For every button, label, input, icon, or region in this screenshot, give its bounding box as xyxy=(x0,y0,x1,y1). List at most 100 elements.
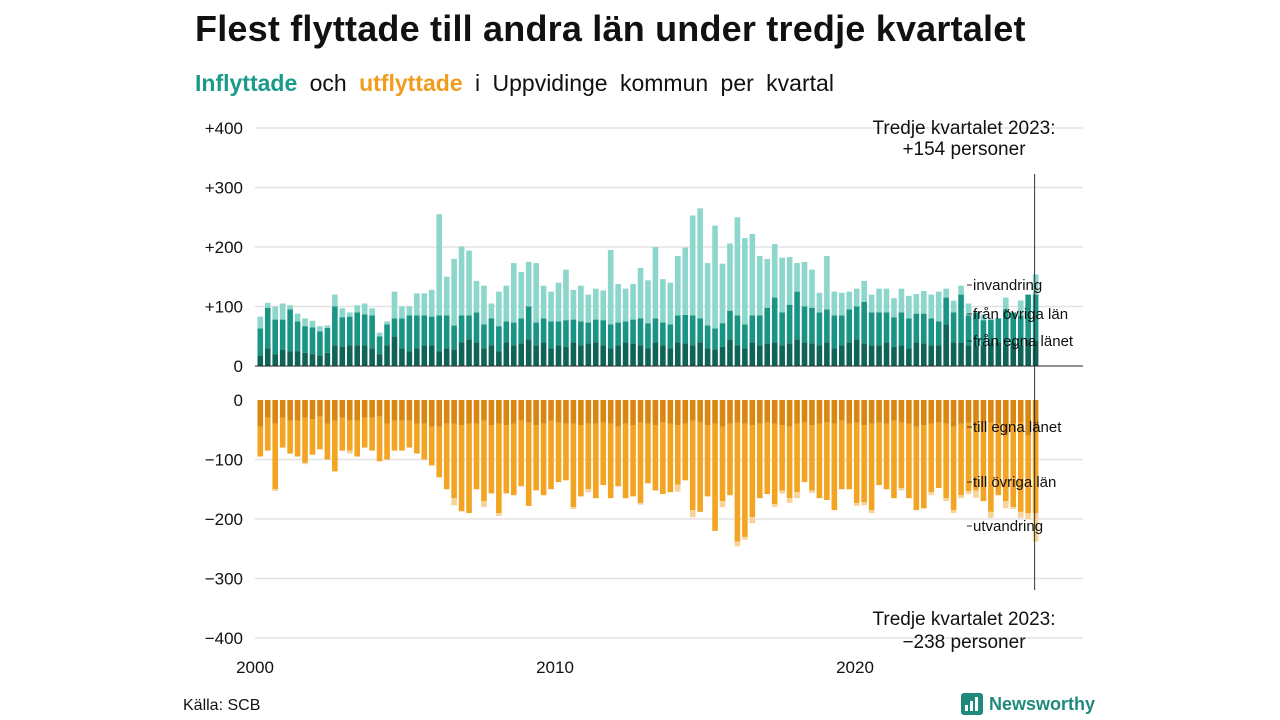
bar-out-3 xyxy=(771,504,778,508)
bar-in-3 xyxy=(727,243,733,311)
bar-in-1 xyxy=(563,346,569,366)
bar-out-1 xyxy=(361,400,368,418)
bar-out-3 xyxy=(302,462,308,465)
bar-out-3 xyxy=(973,490,979,498)
bar-in-1 xyxy=(965,345,972,366)
bar-in-1 xyxy=(861,343,867,366)
bar-out-1 xyxy=(734,400,741,423)
bar-in-1 xyxy=(384,345,390,366)
bar-out-3 xyxy=(674,484,681,492)
bar-in-1 xyxy=(809,343,815,366)
bar-out-2 xyxy=(637,422,644,503)
bar-out-1 xyxy=(272,400,279,424)
bar-out-1 xyxy=(570,400,577,424)
bar-in-2 xyxy=(488,318,495,346)
bar-in-1 xyxy=(615,345,621,366)
bar-out-2 xyxy=(421,423,428,460)
bar-in-2 xyxy=(548,321,554,349)
bar-out-1 xyxy=(592,400,599,424)
bar-out-2 xyxy=(1017,422,1024,512)
bar-in-1 xyxy=(973,345,979,366)
bar-in-1 xyxy=(264,348,271,366)
bar-in-2 xyxy=(428,316,435,346)
x-tick-label: 2010 xyxy=(536,658,574,677)
bar-out-2 xyxy=(607,423,614,499)
bar-out-3 xyxy=(988,511,994,518)
bar-out-2 xyxy=(742,423,748,537)
bar-in-3 xyxy=(510,263,517,323)
bar-out-2 xyxy=(458,424,465,512)
bar-out-1 xyxy=(950,400,957,427)
bar-out-2 xyxy=(682,423,689,481)
bar-in-3 xyxy=(279,303,286,320)
bar-out-2 xyxy=(868,423,875,511)
bar-in-2 xyxy=(533,322,539,346)
bar-in-3 xyxy=(898,288,905,313)
bar-in-3 xyxy=(496,291,502,327)
bar-out-1 xyxy=(958,400,964,424)
bar-in-1 xyxy=(578,345,584,366)
bar-out-1 xyxy=(443,400,450,424)
bar-out-1 xyxy=(861,400,867,425)
bar-out-2 xyxy=(294,420,301,457)
bar-out-3 xyxy=(809,490,815,493)
bar-out-1 xyxy=(809,400,815,425)
bar-out-1 xyxy=(973,400,979,425)
bar-out-1 xyxy=(704,400,711,425)
bar-in-3 xyxy=(906,295,912,319)
bar-in-2 xyxy=(771,297,778,343)
bar-in-1 xyxy=(749,342,756,366)
bar-out-1 xyxy=(980,400,987,424)
bar-out-2 xyxy=(764,422,771,495)
bar-in-3 xyxy=(712,225,718,329)
bar-in-1 xyxy=(667,348,674,366)
y-tick-label: 0 xyxy=(234,391,243,410)
bar-out-2 xyxy=(704,424,711,497)
bar-in-1 xyxy=(354,345,361,366)
bar-in-2 xyxy=(697,318,703,343)
bar-in-2 xyxy=(824,309,830,343)
subtitle-inflyttade: Inflyttade xyxy=(195,70,298,96)
bar-out-2 xyxy=(570,423,577,508)
bar-in-2 xyxy=(443,315,450,349)
bar-out-2 xyxy=(824,422,830,500)
bar-in-1 xyxy=(898,345,905,366)
bar-in-3 xyxy=(838,292,845,316)
bar-out-2 xyxy=(950,426,957,511)
bar-out-1 xyxy=(891,400,897,421)
bar-out-1 xyxy=(324,400,331,424)
bar-out-1 xyxy=(674,400,681,425)
bar-out-3 xyxy=(928,492,935,496)
bar-in-3 xyxy=(920,291,927,314)
bar-in-3 xyxy=(399,306,405,319)
bar-in-2 xyxy=(742,324,748,349)
bar-in-1 xyxy=(272,354,279,366)
bar-in-3 xyxy=(756,255,763,316)
bar-in-2 xyxy=(838,315,845,346)
bar-out-1 xyxy=(846,400,853,424)
bar-in-1 xyxy=(1032,341,1039,366)
bar-out-2 xyxy=(324,423,331,460)
bar-out-3 xyxy=(1017,511,1024,518)
bar-in-2 xyxy=(935,321,942,346)
bar-in-2 xyxy=(592,319,599,343)
bar-in-1 xyxy=(428,345,435,366)
bar-out-1 xyxy=(436,400,443,427)
bar-in-3 xyxy=(734,217,741,316)
bar-in-2 xyxy=(734,315,741,346)
bar-out-2 xyxy=(309,419,316,455)
bar-in-2 xyxy=(764,307,771,344)
y-tick-label: 0 xyxy=(234,357,243,376)
bar-in-1 xyxy=(734,345,741,366)
bar-out-2 xyxy=(876,422,882,486)
bar-out-3 xyxy=(853,502,860,506)
bar-out-2 xyxy=(548,420,554,490)
bar-in-3 xyxy=(637,267,644,319)
bar-in-2 xyxy=(540,318,547,343)
bar-out-2 xyxy=(466,423,472,514)
bar-in-3 xyxy=(697,208,703,319)
bar-out-1 xyxy=(302,400,308,418)
bar-in-3 xyxy=(801,261,808,307)
bar-in-3 xyxy=(667,282,674,325)
bar-out-1 xyxy=(801,400,808,423)
